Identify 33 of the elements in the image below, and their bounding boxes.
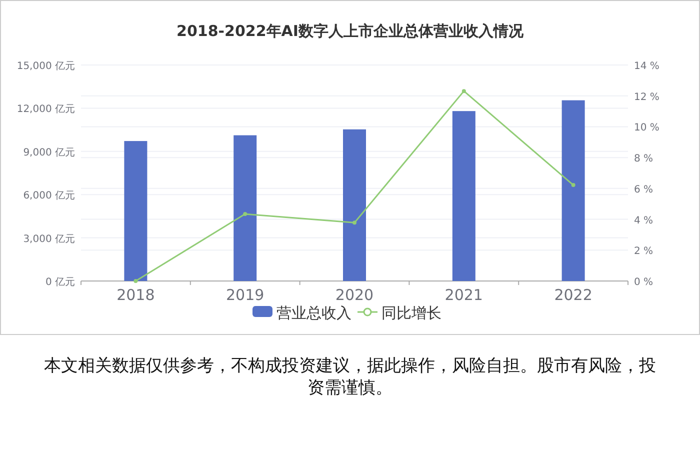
bar [452, 111, 476, 281]
legend-label: 同比增长 [382, 304, 442, 322]
y-tick-label: 9,000 亿元 [23, 147, 75, 158]
y2-tick-label: 14 % [634, 61, 660, 72]
point [571, 183, 576, 188]
y-tick-label: 15,000 亿元 [16, 61, 75, 72]
y-tick-label: 12,000 亿元 [16, 104, 75, 116]
y2-tick-label: 12 % [634, 92, 660, 103]
bar [343, 129, 366, 281]
x-tick-label: 2019 [226, 286, 264, 304]
legend-label: 营业总收入 [276, 304, 352, 322]
point [462, 89, 466, 94]
bar [234, 135, 257, 281]
point [134, 279, 138, 283]
y-tick-label: 3,000 亿元 [23, 234, 75, 245]
chart-title: 2018-2022年AI数字人上市企业总体营业收入情况 [176, 22, 524, 40]
x-tick-label: 2021 [444, 286, 483, 304]
y-tick-label: 0 亿元 [45, 277, 75, 288]
point [243, 212, 248, 216]
x-tick-label: 2020 [335, 286, 374, 304]
y2-tick-label: 2 % [634, 246, 654, 258]
x-tick-label: 2018 [116, 286, 155, 304]
x-tick-label: 2022 [554, 286, 592, 304]
y2-tick-label: 4 % [634, 215, 654, 226]
y2-tick-label: 8 % [634, 154, 654, 165]
y2-tick-label: 10 % [634, 122, 660, 134]
y2-tick-label: 6 % [634, 184, 654, 196]
bar [124, 141, 148, 281]
point [352, 220, 356, 225]
text: 本文相关数据仅供参考，不构成投资建议，据此操作，风险自担。股市有风险，投资需谨慎。 [43, 355, 657, 399]
y2-tick-label: 0 % [634, 277, 654, 288]
y-tick-label: 6,000 亿元 [23, 190, 75, 202]
bar [562, 100, 585, 281]
